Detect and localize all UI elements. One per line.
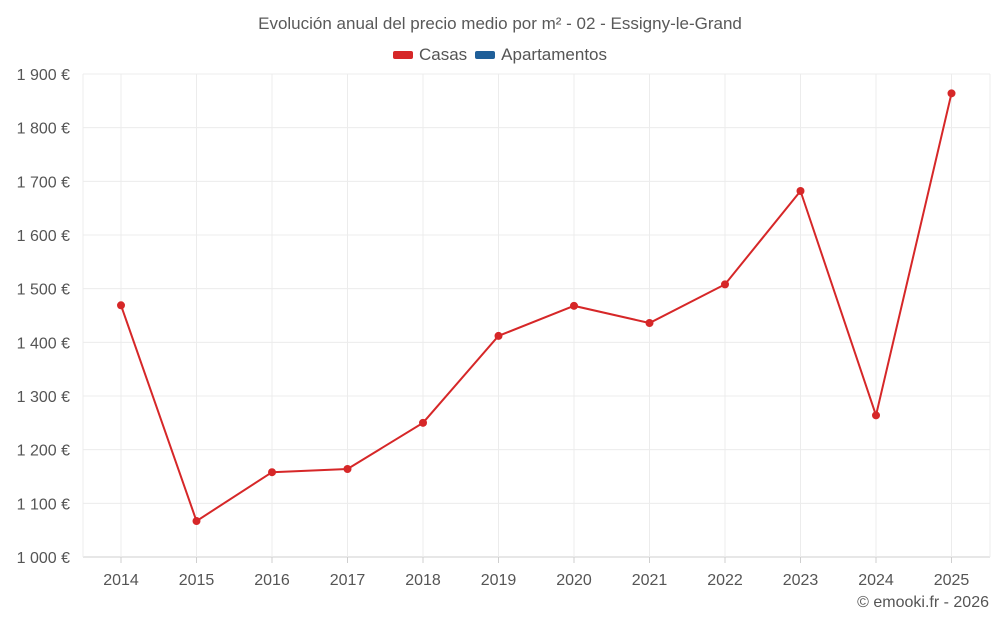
legend-label-casas: Casas	[418, 45, 468, 64]
legend-item-apartamentos[interactable]: Apartamentos	[475, 45, 607, 65]
legend-swatch-apartamentos	[475, 51, 496, 59]
legend-swatch-casas	[392, 51, 413, 59]
data-point[interactable]	[268, 468, 276, 477]
y-tick-label: 1 000 €	[17, 550, 70, 567]
data-point[interactable]	[721, 280, 729, 289]
x-tick-label: 2021	[632, 572, 668, 589]
data-point[interactable]	[494, 331, 503, 340]
x-tick-label: 2017	[330, 572, 366, 589]
x-tick-label: 2020	[556, 572, 592, 589]
data-point[interactable]	[872, 411, 880, 420]
x-tick-label: 2018	[405, 572, 441, 589]
data-point[interactable]	[645, 319, 654, 328]
y-tick-label: 1 300 €	[17, 389, 70, 406]
x-tick-label: 2023	[783, 572, 819, 589]
y-tick-label: 1 400 €	[17, 335, 70, 352]
data-point[interactable]	[947, 89, 956, 98]
y-tick-label: 1 900 €	[17, 67, 70, 84]
y-tick-label: 1 500 €	[17, 282, 70, 299]
x-tick-label: 2014	[103, 572, 139, 589]
y-tick-label: 1 700 €	[17, 174, 70, 191]
data-point[interactable]	[796, 186, 805, 195]
legend-item-casas[interactable]: Casas	[392, 45, 468, 65]
x-tick-label: 2019	[481, 572, 517, 589]
x-tick-label: 2015	[179, 572, 215, 589]
x-tick-label: 2024	[858, 572, 894, 589]
y-tick-label: 1 800 €	[17, 121, 70, 138]
y-tick-label: 1 600 €	[17, 228, 70, 245]
credit-text: © emooki.fr - 2026	[857, 594, 989, 611]
data-point[interactable]	[192, 517, 201, 526]
y-tick-label: 1 200 €	[17, 443, 70, 460]
legend-label-apartamentos: Apartamentos	[501, 45, 608, 64]
data-point[interactable]	[343, 464, 352, 473]
y-tick-label: 1 100 €	[17, 496, 70, 513]
x-tick-label: 2022	[707, 572, 743, 589]
chart-legend: Casas Apartamentos	[0, 45, 1000, 65]
data-point[interactable]	[570, 301, 578, 310]
data-point[interactable]	[117, 301, 125, 310]
series-line-casas	[120, 93, 953, 523]
x-tick-label: 2025	[934, 572, 970, 589]
x-tick-label: 2016	[254, 572, 290, 589]
chart-title: Evolución anual del precio medio por m² …	[258, 14, 742, 33]
data-point[interactable]	[419, 418, 427, 427]
